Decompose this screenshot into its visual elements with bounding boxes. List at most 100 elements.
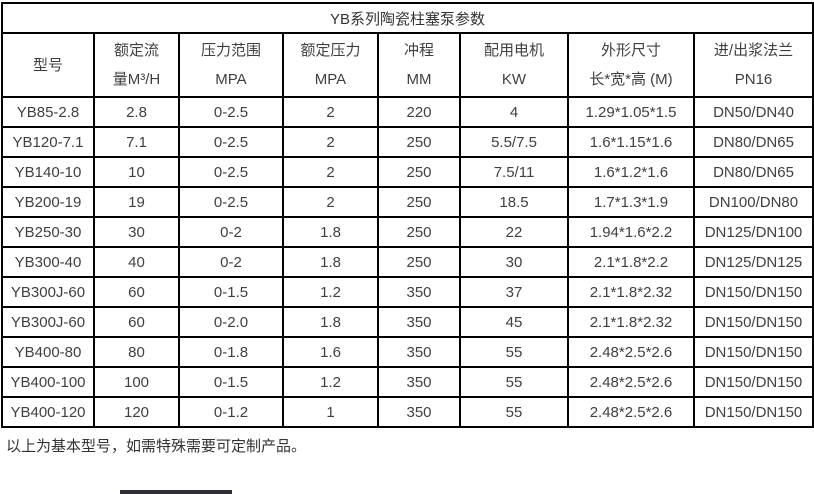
value-cell: 30 — [459, 246, 569, 278]
column-header-pressure-range: 压力范围 MPA — [178, 32, 284, 98]
value-cell: DN150/DN150 — [692, 396, 814, 428]
table-row: YB140-10 10 0-2.5 2 250 7.5/11 1.6*1.2*1.6 DN80… — [1, 156, 814, 188]
value-cell: 2.1*1.8*2.2 — [567, 246, 695, 278]
column-header-unit: KW — [501, 71, 527, 88]
value-cell: 250 — [377, 186, 461, 218]
value-cell: 0-1.2 — [178, 396, 284, 428]
column-header-rated-pressure: 额定压力 MPA — [282, 32, 379, 98]
value-cell: 5.5/7.5 — [459, 126, 569, 158]
value-cell: 250 — [377, 246, 461, 278]
table-row: YB85-2.8 2.8 0-2.5 2 220 4 1.29*1.05*1.5 DN50/D… — [1, 96, 814, 128]
value-cell: 30 — [93, 216, 180, 248]
column-header-unit: MPA — [314, 71, 347, 88]
value-cell: 1.29*1.05*1.5 — [567, 96, 695, 128]
table-row: YB400-80 80 0-1.8 1.6 350 55 2.48*2.5*2.6 DN150… — [1, 336, 814, 368]
value-cell: 10 — [93, 156, 180, 188]
column-header-label: 配用电机 — [483, 42, 544, 59]
value-cell: 1.6*1.2*1.6 — [567, 156, 695, 188]
value-cell: 60 — [93, 306, 180, 338]
column-header-label: 型号 — [32, 56, 63, 74]
value-cell: 2 — [282, 186, 379, 218]
value-cell: 350 — [377, 366, 461, 398]
value-cell: 250 — [377, 216, 461, 248]
column-header-model: 型号 — [1, 32, 95, 98]
table-row: YB250-30 30 0-2 1.8 250 22 1.94*1.6*2.2 DN125/D… — [1, 216, 814, 248]
model-cell: YB300-40 — [1, 246, 95, 278]
value-cell: 7.5/11 — [459, 156, 569, 188]
column-header-unit: 量M³/H — [112, 71, 161, 88]
value-cell: DN50/DN40 — [692, 96, 814, 128]
table-row: YB400-100 100 0-1.5 1.2 350 55 2.48*2.5*2.6 DN1… — [1, 366, 814, 398]
model-cell: YB400-80 — [1, 336, 95, 368]
column-header-label: 额定流 — [113, 42, 159, 59]
value-cell: 2.48*2.5*2.6 — [567, 366, 695, 398]
value-cell: DN150/DN150 — [692, 306, 814, 338]
model-cell: YB120-7.1 — [1, 126, 95, 158]
value-cell: 2.48*2.5*2.6 — [567, 396, 695, 428]
table-header-row: 型号 额定流 量M³/H 压力范围 MPA 额定压力 MPA 冲程 MM — [1, 32, 814, 98]
table-title: YB系列陶瓷柱塞泵参数 — [0, 2, 814, 34]
value-cell: 1.6*1.15*1.6 — [567, 126, 695, 158]
column-header-unit: PN16 — [734, 71, 773, 88]
table-title-row: YB系列陶瓷柱塞泵参数 — [0, 2, 814, 34]
value-cell: 1 — [282, 396, 379, 428]
model-cell: YB400-100 — [1, 366, 95, 398]
value-cell: 1.8 — [282, 216, 379, 248]
value-cell: DN100/DN80 — [692, 186, 814, 218]
value-cell: DN125/DN125 — [692, 246, 814, 278]
value-cell: 0-2.5 — [178, 96, 284, 128]
model-cell: YB300J-60 — [1, 306, 95, 338]
value-cell: 19 — [93, 186, 180, 218]
column-header-label: 压力范围 — [200, 42, 261, 59]
table-row: YB300-40 40 0-2 1.8 250 30 2.1*1.8*2.2 DN125/DN… — [1, 246, 814, 278]
value-cell: 80 — [93, 336, 180, 368]
column-header-unit: MM — [406, 71, 432, 88]
value-cell: 45 — [459, 306, 569, 338]
value-cell: 2.1*1.8*2.32 — [567, 276, 695, 308]
value-cell: 0-2.0 — [178, 306, 284, 338]
value-cell: 100 — [93, 366, 180, 398]
footer-note: 以上为基本型号，如需特殊需要可定制产品。 — [6, 438, 307, 455]
cropped-next-line-fragment — [120, 490, 232, 494]
column-header-motor: 配用电机 KW — [459, 32, 569, 98]
value-cell: 1.8 — [282, 246, 379, 278]
column-header-unit: 长*宽*高 (M) — [589, 71, 673, 88]
value-cell: DN150/DN150 — [692, 366, 814, 398]
value-cell: 0-1.5 — [178, 366, 284, 398]
value-cell: 2.1*1.8*2.32 — [567, 306, 695, 338]
value-cell: 37 — [459, 276, 569, 308]
value-cell: 1.2 — [282, 276, 379, 308]
value-cell: 2 — [282, 96, 379, 128]
value-cell: 55 — [459, 396, 569, 428]
value-cell: 120 — [93, 396, 180, 428]
value-cell: DN150/DN150 — [692, 276, 814, 308]
value-cell: 2 — [282, 156, 379, 188]
value-cell: 55 — [459, 366, 569, 398]
value-cell: 0-2 — [178, 246, 284, 278]
column-header-label: 额定压力 — [300, 42, 361, 59]
value-cell: 22 — [459, 216, 569, 248]
table-row: YB300J-60 60 0-2.0 1.8 350 45 2.1*1.8*2.32 DN15… — [1, 306, 814, 338]
value-cell: 0-2.5 — [178, 126, 284, 158]
model-cell: YB200-19 — [1, 186, 95, 218]
value-cell: 350 — [377, 396, 461, 428]
value-cell: 0-1.8 — [178, 336, 284, 368]
value-cell: 250 — [377, 126, 461, 158]
model-cell: YB300J-60 — [1, 276, 95, 308]
value-cell: 7.1 — [93, 126, 180, 158]
value-cell: 350 — [377, 306, 461, 338]
value-cell: 0-2.5 — [178, 186, 284, 218]
value-cell: 350 — [377, 336, 461, 368]
column-header-stroke: 冲程 MM — [377, 32, 461, 98]
value-cell: 220 — [377, 96, 461, 128]
model-cell: YB400-120 — [1, 396, 95, 428]
column-header-dimensions: 外形尺寸 长*宽*高 (M) — [567, 32, 695, 98]
value-cell: 40 — [93, 246, 180, 278]
column-header-label: 冲程 — [403, 42, 434, 59]
model-cell: YB140-10 — [1, 156, 95, 188]
table-row: YB400-120 120 0-1.2 1 350 55 2.48*2.5*2.6 DN150… — [1, 396, 814, 428]
value-cell: 1.94*1.6*2.2 — [567, 216, 695, 248]
value-cell: 350 — [377, 276, 461, 308]
column-header-label: 进/出浆法兰 — [713, 42, 794, 59]
column-header-label: 外形尺寸 — [600, 42, 661, 59]
